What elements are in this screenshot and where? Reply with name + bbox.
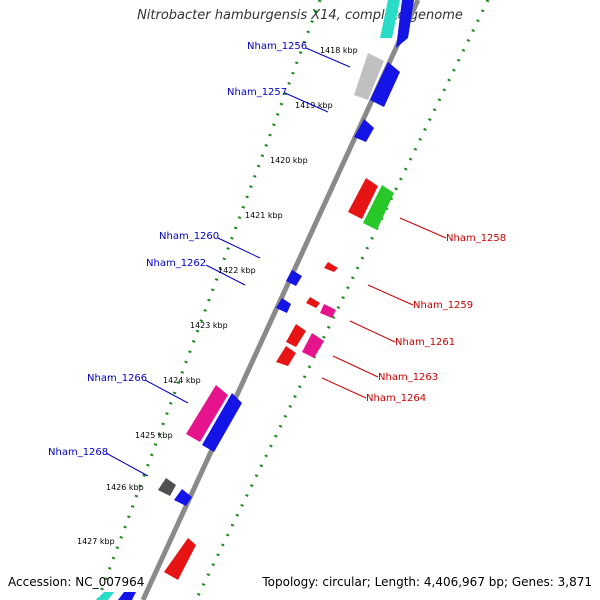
leader-nham-1264 — [321, 377, 367, 399]
gene-label-nham-1256[interactable]: Nham_1256 — [247, 41, 307, 52]
gene-feature-blue-top[interactable] — [396, 0, 414, 48]
leader-nham-1260 — [217, 237, 261, 259]
gene-feature-blue-bottom[interactable] — [118, 592, 136, 600]
topology-text: Topology: circular; Length: 4,406,967 bp… — [262, 575, 592, 589]
gene-feature-nham-1256[interactable] — [354, 53, 384, 100]
gene-label-nham-1268[interactable]: Nham_1268 — [48, 447, 108, 458]
leader-nham-1258 — [399, 217, 447, 239]
gene-feature-nham-1263-red[interactable] — [286, 324, 306, 347]
leader-nham-1259 — [367, 284, 414, 306]
gene-feature-1424-blue[interactable] — [202, 393, 242, 452]
gene-feature-nham-1257[interactable] — [354, 119, 374, 142]
gene-label-nham-1260[interactable]: Nham_1260 — [159, 231, 219, 242]
gene-feature-1427-red[interactable] — [164, 538, 196, 580]
map-title: Nitrobacter hamburgensis X14, complete g… — [137, 8, 463, 23]
gene-feature-nham-1259[interactable] — [324, 262, 338, 272]
gc-track-left — [96, 0, 322, 600]
gene-label-nham-1261[interactable]: Nham_1261 — [395, 337, 455, 348]
gene-feature-cyan-top[interactable] — [380, 0, 400, 38]
kbp-tick-1423: 1423 kbp — [190, 321, 228, 330]
kbp-tick-1422: 1422 kbp — [218, 266, 256, 275]
kbp-tick-1418: 1418 kbp — [320, 46, 358, 55]
leader-nham-1257 — [284, 92, 329, 113]
gene-label-nham-1257[interactable]: Nham_1257 — [227, 87, 287, 98]
leader-nham-1256 — [305, 47, 351, 68]
gene-feature-small-red[interactable] — [306, 297, 320, 308]
gene-feature-nham-1260[interactable] — [286, 270, 302, 286]
gc-track-right — [194, 0, 490, 600]
kbp-tick-1421: 1421 kbp — [245, 211, 283, 220]
gene-feature-nham-1258-red[interactable] — [348, 178, 378, 219]
gene-feature-cyan-bottom[interactable] — [96, 592, 114, 600]
gene-feature-nham-1258[interactable] — [363, 185, 394, 230]
gene-feature-nham-1261[interactable] — [320, 304, 336, 318]
kbp-tick-1424: 1424 kbp — [163, 376, 201, 385]
kbp-tick-1420: 1420 kbp — [270, 156, 308, 165]
kbp-tick-1425: 1425 kbp — [135, 431, 173, 440]
gene-label-nham-1258[interactable]: Nham_1258 — [446, 233, 506, 244]
leader-nham-1268 — [105, 452, 149, 477]
gene-feature-nham-1268[interactable] — [158, 478, 176, 496]
kbp-tick-1426: 1426 kbp — [106, 483, 144, 492]
leader-nham-1263 — [332, 355, 379, 378]
gene-label-nham-1259[interactable]: Nham_1259 — [413, 300, 473, 311]
gene-label-nham-1264[interactable]: Nham_1264 — [366, 393, 426, 404]
gene-label-nham-1266[interactable]: Nham_1266 — [87, 373, 147, 384]
gene-feature-nham-1262[interactable] — [276, 298, 291, 313]
accession-text: Accession: NC_007964 — [8, 575, 145, 589]
gene-feature-nham-1266[interactable] — [186, 385, 228, 442]
leader-nham-1266 — [144, 379, 189, 404]
gene-feature-1426-blue[interactable] — [174, 489, 192, 506]
gene-label-nham-1263[interactable]: Nham_1263 — [378, 372, 438, 383]
gene-label-nham-1262[interactable]: Nham_1262 — [146, 258, 206, 269]
leader-nham-1261 — [349, 320, 396, 343]
leader-nham-1262 — [205, 264, 246, 286]
gene-feature-1418-blue[interactable] — [370, 62, 400, 107]
kbp-tick-1427: 1427 kbp — [77, 537, 115, 546]
gene-feature-nham-1264[interactable] — [276, 346, 296, 366]
gene-feature-nham-1263[interactable] — [302, 333, 324, 358]
